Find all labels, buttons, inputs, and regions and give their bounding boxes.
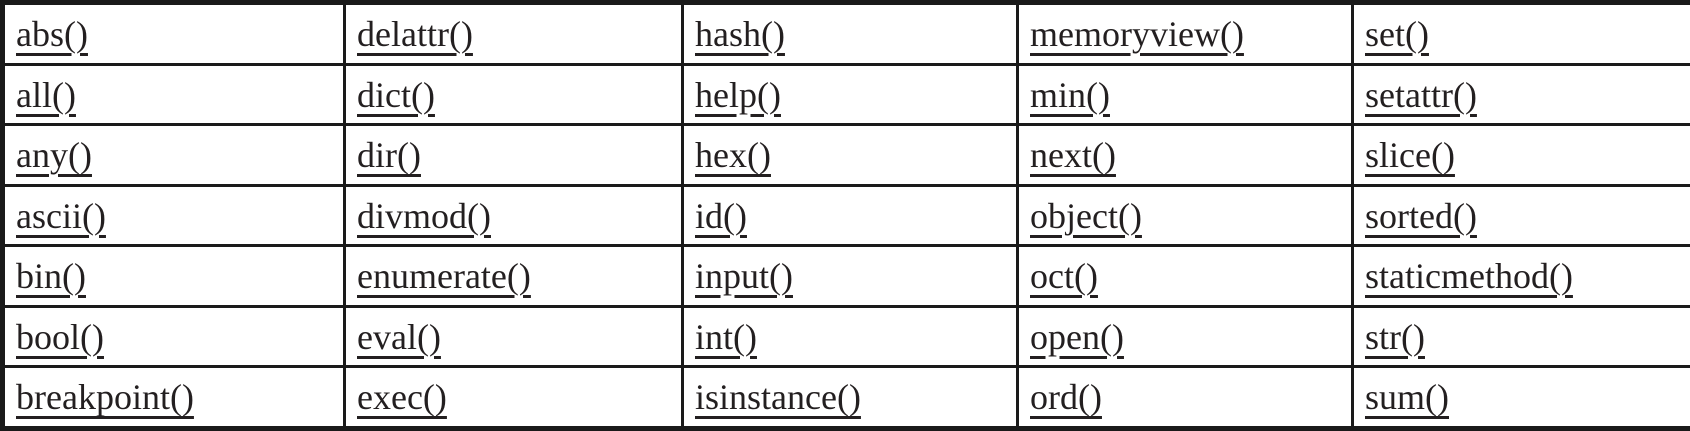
table-cell: id() xyxy=(681,183,1019,248)
table-cell: any() xyxy=(1,123,346,187)
table-cell: breakpoint() xyxy=(1,365,346,430)
table-cell: bin() xyxy=(1,244,346,308)
table-cell: setattr() xyxy=(1351,62,1690,127)
table-cell: object() xyxy=(1016,183,1354,248)
function-link[interactable]: staticmethod() xyxy=(1365,256,1573,297)
function-link[interactable]: ascii() xyxy=(16,195,106,236)
table-cell: input() xyxy=(681,244,1019,308)
function-link[interactable]: isinstance() xyxy=(695,377,861,418)
table-cell: isinstance() xyxy=(681,365,1019,430)
table-cell: hash() xyxy=(681,1,1019,66)
table-cell: sum() xyxy=(1351,365,1690,430)
table-cell: eval() xyxy=(343,304,684,369)
table-cell: ord() xyxy=(1016,365,1354,430)
function-link[interactable]: dict() xyxy=(357,74,435,115)
table-cell: sorted() xyxy=(1351,183,1690,248)
function-link[interactable]: sum() xyxy=(1365,377,1449,418)
function-link[interactable]: input() xyxy=(695,256,793,297)
function-link[interactable]: any() xyxy=(16,135,92,176)
function-link[interactable]: abs() xyxy=(16,14,88,55)
function-link[interactable]: str() xyxy=(1365,316,1425,357)
table-cell: all() xyxy=(1,62,346,127)
table-cell: slice() xyxy=(1351,123,1690,187)
table-cell: divmod() xyxy=(343,183,684,248)
table-cell: memoryview() xyxy=(1016,1,1354,66)
table-row: bin() enumerate() input() oct() staticme… xyxy=(1,244,1690,308)
table-cell: set() xyxy=(1351,1,1690,66)
function-link[interactable]: delattr() xyxy=(357,14,473,55)
function-link[interactable]: next() xyxy=(1030,135,1116,176)
table-row: any() dir() hex() next() slice() xyxy=(1,123,1690,187)
table-cell: int() xyxy=(681,304,1019,369)
table-cell: dir() xyxy=(343,123,684,187)
table-cell: staticmethod() xyxy=(1351,244,1690,308)
function-link[interactable]: slice() xyxy=(1365,135,1455,176)
table-cell: str() xyxy=(1351,304,1690,369)
function-link[interactable]: help() xyxy=(695,74,781,115)
table-row: abs() delattr() hash() memoryview() set(… xyxy=(1,1,1690,66)
table-cell: enumerate() xyxy=(343,244,684,308)
function-link[interactable]: set() xyxy=(1365,14,1429,55)
function-link[interactable]: oct() xyxy=(1030,256,1098,297)
function-link[interactable]: divmod() xyxy=(357,195,491,236)
table-cell: hex() xyxy=(681,123,1019,187)
function-link[interactable]: bool() xyxy=(16,316,104,357)
table-cell: help() xyxy=(681,62,1019,127)
table-cell: abs() xyxy=(1,1,346,66)
table-cell: next() xyxy=(1016,123,1354,187)
table-cell: open() xyxy=(1016,304,1354,369)
function-link[interactable]: all() xyxy=(16,74,76,115)
function-link[interactable]: sorted() xyxy=(1365,195,1477,236)
function-link[interactable]: min() xyxy=(1030,74,1110,115)
table-cell: exec() xyxy=(343,365,684,430)
table-cell: dict() xyxy=(343,62,684,127)
function-link[interactable]: hash() xyxy=(695,14,785,55)
table-row: all() dict() help() min() setattr() xyxy=(1,62,1690,127)
function-link[interactable]: bin() xyxy=(16,256,86,297)
function-link[interactable]: breakpoint() xyxy=(16,377,194,418)
function-link[interactable]: enumerate() xyxy=(357,256,531,297)
function-link[interactable]: setattr() xyxy=(1365,74,1477,115)
table-row: bool() eval() int() open() str() xyxy=(1,304,1690,369)
function-link[interactable]: object() xyxy=(1030,195,1142,236)
function-link[interactable]: eval() xyxy=(357,316,441,357)
table-cell: min() xyxy=(1016,62,1354,127)
function-link[interactable]: dir() xyxy=(357,135,421,176)
function-link[interactable]: id() xyxy=(695,195,747,236)
table-cell: ascii() xyxy=(1,183,346,248)
table-cell: bool() xyxy=(1,304,346,369)
function-link[interactable]: memoryview() xyxy=(1030,14,1244,55)
function-link[interactable]: hex() xyxy=(695,135,771,176)
function-link[interactable]: int() xyxy=(695,316,757,357)
table-row: breakpoint() exec() isinstance() ord() s… xyxy=(1,365,1690,430)
table-row: ascii() divmod() id() object() sorted() xyxy=(1,183,1690,248)
table-cell: oct() xyxy=(1016,244,1354,308)
function-link[interactable]: ord() xyxy=(1030,377,1102,418)
table-cell: delattr() xyxy=(343,1,684,66)
function-link[interactable]: open() xyxy=(1030,316,1124,357)
function-link[interactable]: exec() xyxy=(357,377,447,418)
